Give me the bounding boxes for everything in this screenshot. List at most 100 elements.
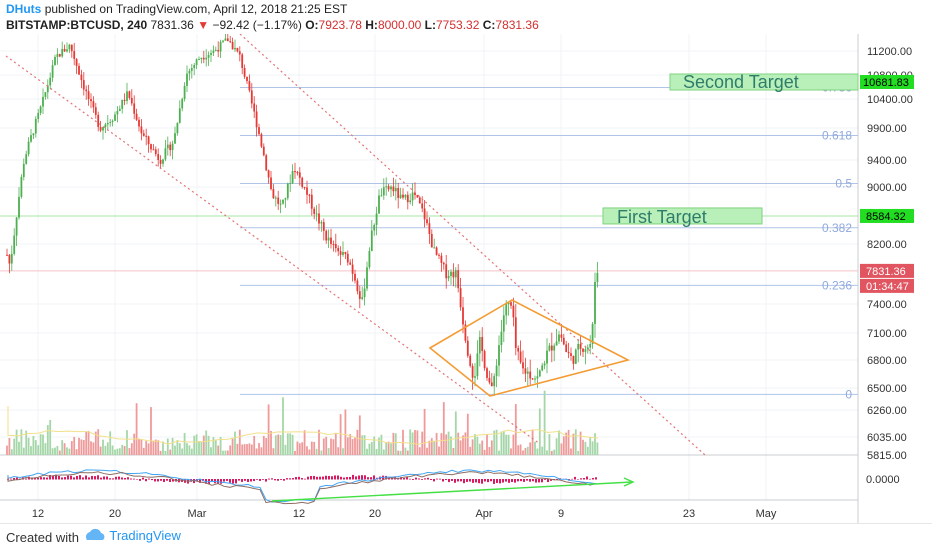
histogram-bar [139, 479, 141, 481]
volume-bar [474, 434, 476, 455]
volume-bar [195, 434, 198, 455]
volume-bar [66, 447, 68, 455]
candle-body [267, 170, 270, 178]
created-with-label: Created with [6, 530, 79, 545]
volume-bar [337, 447, 340, 455]
candle-body [198, 59, 200, 61]
indicator-value: 0.0000 [866, 474, 900, 486]
price-tick: 9000.00 [867, 182, 907, 194]
candle-body [325, 230, 328, 241]
candle-body [126, 91, 128, 101]
candle-body [488, 377, 491, 383]
histogram-bar [523, 479, 525, 482]
histogram-bar [88, 477, 90, 480]
histogram-bar [352, 474, 354, 480]
volume-bar [270, 430, 272, 455]
histogram-bar [427, 477, 429, 480]
histogram-bar [577, 479, 579, 480]
volume-bar [231, 438, 234, 455]
histogram-bar [274, 479, 276, 481]
candle-body [524, 368, 527, 374]
volume-bar [310, 441, 313, 455]
candle-body [152, 149, 155, 151]
histogram-bar [157, 479, 159, 482]
histogram-bar [241, 479, 243, 482]
candle-body [354, 273, 356, 281]
histogram-bar [505, 479, 507, 482]
volume-bar [457, 432, 460, 455]
histogram-bar [34, 477, 36, 480]
author-link[interactable]: DHuts [6, 2, 42, 16]
signal-line [7, 471, 597, 505]
volume-bar [279, 435, 282, 455]
candle-body [32, 133, 35, 136]
candle-body [258, 127, 260, 135]
volume-bar [486, 434, 488, 455]
volume-bar [594, 433, 596, 455]
volume-bar [229, 445, 232, 455]
histogram-bar [148, 478, 150, 480]
volume-bar [370, 441, 373, 455]
volume-bar [154, 439, 157, 455]
histogram-bar [490, 479, 492, 482]
candle-body [560, 334, 563, 338]
candle-body [195, 59, 198, 66]
candle-body [320, 222, 323, 224]
candle-body [291, 170, 294, 184]
volume-bar [447, 431, 450, 455]
volume-bar [169, 449, 172, 455]
candle-body [116, 110, 119, 115]
volume-bar [10, 449, 13, 455]
candle-body [13, 235, 16, 254]
candle-body [265, 155, 268, 171]
candle-body [435, 247, 438, 255]
histogram-bar [421, 479, 423, 480]
price-tick: 7100.00 [867, 328, 907, 340]
histogram-bar [136, 479, 138, 480]
time-axis[interactable]: 12 20 Mar 12 20 Apr 9 23 May [32, 508, 777, 520]
volume-bar [126, 430, 128, 455]
candle-body [183, 85, 186, 99]
histogram-bar [13, 477, 15, 480]
last-price-axis-label: 7831.36 [866, 266, 906, 278]
volume-bar [70, 441, 73, 455]
volume-bar [490, 440, 493, 455]
volume-bar [116, 448, 119, 455]
candle-body [334, 244, 337, 249]
histogram-bar [58, 475, 60, 480]
volume-bar [68, 448, 71, 455]
symmetrical-triangle[interactable] [428, 299, 631, 397]
price-tick: 7400.00 [867, 299, 907, 311]
volume-bar [378, 437, 380, 455]
histogram-bar [511, 479, 513, 483]
histogram-bar [307, 476, 309, 480]
candle-body [181, 98, 184, 109]
candle-body [493, 376, 496, 387]
candle-body [447, 275, 450, 279]
volume-bar [430, 438, 433, 455]
volume-bar [488, 447, 491, 455]
candle-body [238, 51, 241, 55]
histogram-bar [133, 478, 135, 480]
target-zones[interactable]: Second Target First Target [0, 72, 859, 227]
volume-bar [392, 432, 395, 455]
channel-lines[interactable] [5, 34, 706, 456]
volume-bar [217, 445, 220, 455]
histogram-bar [547, 479, 549, 483]
tradingview-logo[interactable]: TradingView [84, 528, 181, 543]
down-arrow-icon: ▼ [197, 18, 210, 32]
histogram-bar [502, 479, 504, 483]
volume-bar [301, 442, 304, 455]
volume-bar [416, 430, 419, 455]
volume-bar [452, 448, 455, 455]
volume-bar [174, 445, 176, 455]
histogram-bar [514, 479, 516, 483]
candle-body [130, 97, 133, 104]
volume-bar [368, 443, 371, 455]
volume-bar [574, 429, 577, 455]
histogram-bar [556, 478, 558, 480]
volume-bar [58, 450, 61, 455]
histogram-bar [154, 479, 156, 482]
price-axis[interactable]: 11200.0010800.0010400.009900.009400.0090… [860, 46, 914, 462]
